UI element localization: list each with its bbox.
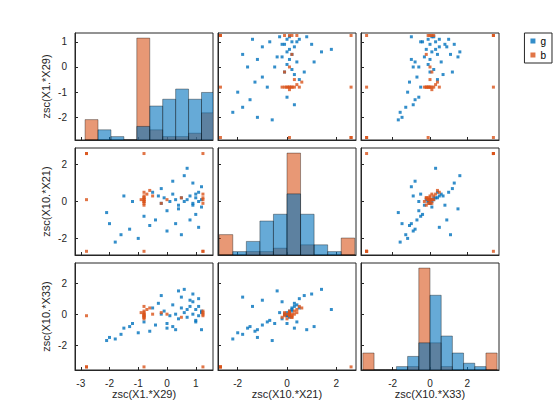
svg-text:zsc(X10.*X33): zsc(X10.*X33) xyxy=(40,281,52,351)
svg-text:zsc(X1.*X29): zsc(X1.*X29) xyxy=(40,54,52,118)
svg-text:2: 2 xyxy=(334,378,340,389)
svg-text:zsc(X10.*X21): zsc(X10.*X21) xyxy=(40,166,52,236)
svg-text:-1: -1 xyxy=(58,87,67,98)
svg-text:0: 0 xyxy=(164,378,170,389)
svg-text:0: 0 xyxy=(61,61,67,72)
svg-text:0: 0 xyxy=(427,378,433,389)
svg-text:b: b xyxy=(540,50,546,61)
svg-text:zsc(X10.*X33): zsc(X10.*X33) xyxy=(395,388,465,400)
svg-text:g: g xyxy=(540,36,546,47)
svg-text:-1: -1 xyxy=(134,378,143,389)
svg-text:-3: -3 xyxy=(76,378,85,389)
svg-text:1: 1 xyxy=(61,36,67,47)
svg-text:zsc(X1.*X29): zsc(X1.*X29) xyxy=(112,388,176,400)
svg-text:0: 0 xyxy=(61,309,67,320)
svg-text:-2: -2 xyxy=(105,378,114,389)
svg-text:1: 1 xyxy=(193,378,199,389)
svg-text:2: 2 xyxy=(61,278,67,289)
svg-text:-2: -2 xyxy=(388,378,397,389)
svg-text:0: 0 xyxy=(284,378,290,389)
svg-text:-2: -2 xyxy=(58,233,67,244)
svg-text:-2: -2 xyxy=(233,378,242,389)
svg-text:zsc(X10.*X21): zsc(X10.*X21) xyxy=(252,388,322,400)
svg-text:2: 2 xyxy=(465,378,471,389)
svg-text:2: 2 xyxy=(61,159,67,170)
svg-text:-2: -2 xyxy=(58,112,67,123)
svg-text:0: 0 xyxy=(61,196,67,207)
svg-text:-2: -2 xyxy=(58,340,67,351)
